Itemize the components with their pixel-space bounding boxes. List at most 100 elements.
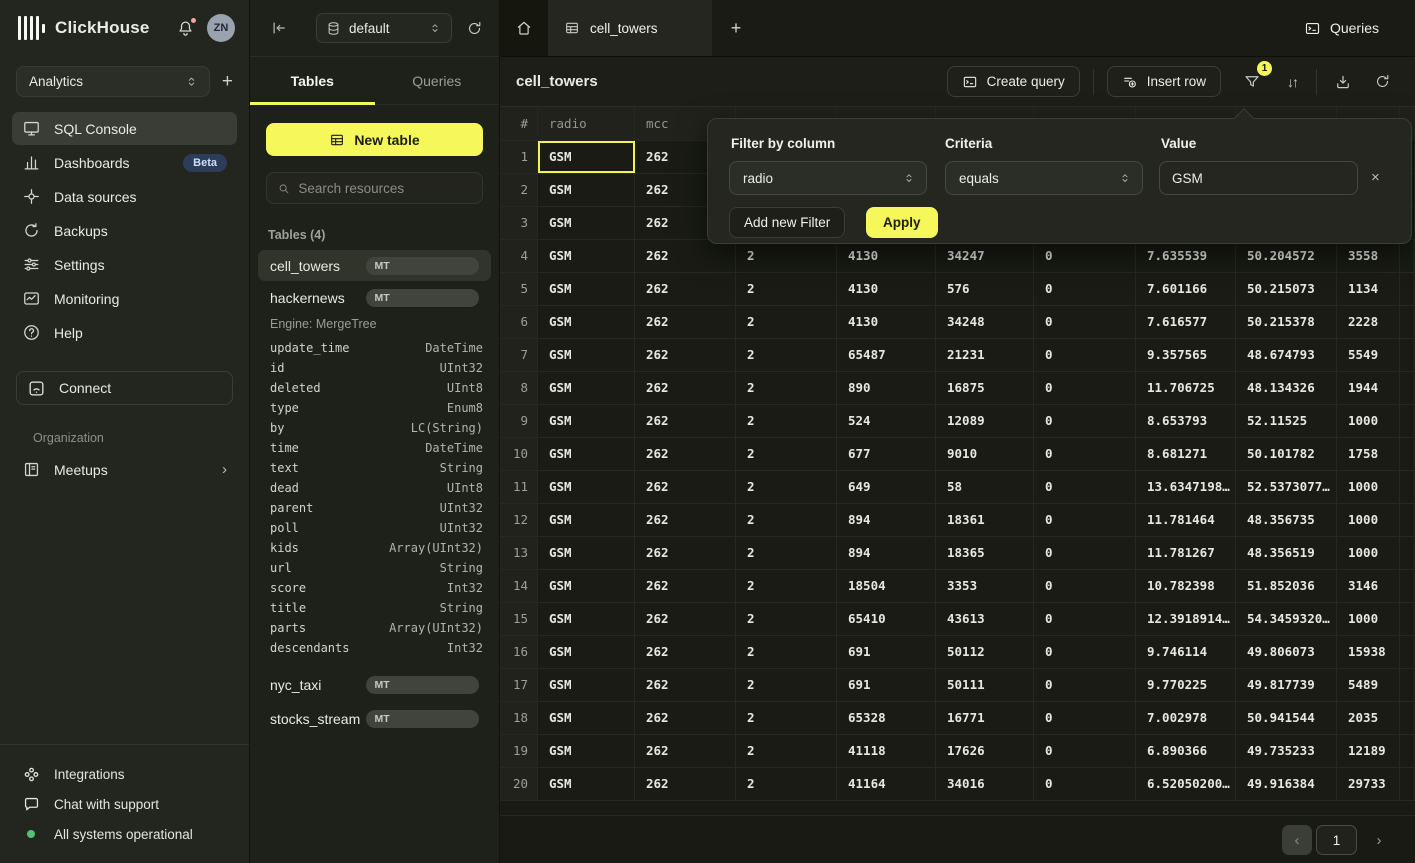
- grid-cell[interactable]: 677: [837, 438, 936, 470]
- grid-cell[interactable]: 2: [736, 306, 837, 338]
- grid-cell[interactable]: 58: [936, 471, 1034, 503]
- grid-cell[interactable]: 51.852036: [1236, 570, 1337, 602]
- grid-cell[interactable]: 43613: [936, 603, 1034, 635]
- grid-cell[interactable]: 12089: [936, 405, 1034, 437]
- tab-tables[interactable]: Tables: [250, 57, 375, 104]
- grid-cell[interactable]: 8.653793: [1136, 405, 1236, 437]
- grid-cell[interactable]: 12.3918914…: [1136, 603, 1236, 635]
- grid-cell[interactable]: 649: [837, 471, 936, 503]
- sidebar-item-help[interactable]: Help: [12, 316, 237, 349]
- grid-cell[interactable]: 18365: [936, 537, 1034, 569]
- pagination-page-button[interactable]: 1: [1316, 825, 1357, 855]
- grid-cell[interactable]: GSM: [538, 669, 635, 701]
- grid-cell[interactable]: 262: [635, 504, 736, 536]
- database-selector[interactable]: default: [316, 13, 452, 43]
- new-tab-button[interactable]: +: [712, 0, 760, 56]
- grid-cell[interactable]: 262: [635, 669, 736, 701]
- grid-cell[interactable]: 4130: [837, 273, 936, 305]
- grid-cell[interactable]: 1000: [1337, 504, 1400, 536]
- add-service-button[interactable]: +: [222, 72, 233, 91]
- sidebar-item-meetups[interactable]: Meetups ›: [12, 453, 237, 486]
- apply-filter-button[interactable]: Apply: [866, 207, 938, 238]
- filter-column-select[interactable]: radio: [729, 161, 927, 195]
- grid-cell[interactable]: GSM: [538, 141, 635, 173]
- system-status[interactable]: All systems operational: [12, 819, 237, 849]
- grid-cell[interactable]: 2: [736, 636, 837, 668]
- grid-cell[interactable]: 16875: [936, 372, 1034, 404]
- grid-cell[interactable]: 16771: [936, 702, 1034, 734]
- grid-cell[interactable]: [1400, 339, 1415, 371]
- grid-header-cell[interactable]: radio: [538, 107, 635, 140]
- grid-cell[interactable]: 11.781267: [1136, 537, 1236, 569]
- grid-cell[interactable]: 2228: [1337, 306, 1400, 338]
- grid-cell[interactable]: 2: [736, 240, 837, 272]
- grid-cell[interactable]: 12189: [1337, 735, 1400, 767]
- grid-cell[interactable]: [1400, 768, 1415, 800]
- grid-cell[interactable]: [1400, 669, 1415, 701]
- grid-cell[interactable]: 7.635539: [1136, 240, 1236, 272]
- grid-cell[interactable]: GSM: [538, 174, 635, 206]
- grid-cell[interactable]: 18361: [936, 504, 1034, 536]
- grid-cell[interactable]: GSM: [538, 240, 635, 272]
- pagination-next-button[interactable]: ›: [1367, 825, 1391, 855]
- grid-cell[interactable]: 41164: [837, 768, 936, 800]
- new-table-button[interactable]: New table: [266, 123, 483, 156]
- grid-cell[interactable]: 890: [837, 372, 936, 404]
- grid-cell[interactable]: 1000: [1337, 471, 1400, 503]
- grid-cell[interactable]: 9.357565: [1136, 339, 1236, 371]
- sidebar-item-data-sources[interactable]: Data sources: [12, 180, 237, 213]
- search-input[interactable]: [298, 181, 472, 196]
- grid-cell[interactable]: [1400, 702, 1415, 734]
- table-item-nyc-taxi[interactable]: nyc_taxi MT: [258, 669, 491, 700]
- grid-cell[interactable]: [1400, 537, 1415, 569]
- grid-cell[interactable]: 2: [736, 339, 837, 371]
- grid-cell[interactable]: [1400, 603, 1415, 635]
- grid-cell[interactable]: 691: [837, 669, 936, 701]
- remove-filter-icon[interactable]: ×: [1371, 169, 1380, 186]
- grid-cell[interactable]: [1400, 273, 1415, 305]
- grid-cell[interactable]: GSM: [538, 273, 635, 305]
- pagination-prev-button[interactable]: ‹: [1282, 825, 1312, 855]
- sidebar-item-dashboards[interactable]: Dashboards Beta: [12, 146, 237, 179]
- grid-cell[interactable]: 4130: [837, 306, 936, 338]
- sidebar-item-settings[interactable]: Settings: [12, 248, 237, 281]
- sidebar-item-integrations[interactable]: Integrations: [12, 759, 237, 789]
- grid-cell[interactable]: 262: [635, 438, 736, 470]
- grid-cell[interactable]: 52.11525: [1236, 405, 1337, 437]
- grid-cell[interactable]: 8.681271: [1136, 438, 1236, 470]
- grid-cell[interactable]: 13.6347198…: [1136, 471, 1236, 503]
- grid-cell[interactable]: 262: [635, 471, 736, 503]
- add-new-filter-button[interactable]: Add new Filter: [729, 207, 845, 238]
- grid-cell[interactable]: 6.52050200…: [1136, 768, 1236, 800]
- grid-cell[interactable]: 50.941544: [1236, 702, 1337, 734]
- grid-cell[interactable]: 2: [736, 504, 837, 536]
- grid-cell[interactable]: 34248: [936, 306, 1034, 338]
- grid-cell[interactable]: [1400, 570, 1415, 602]
- grid-cell[interactable]: 0: [1034, 438, 1136, 470]
- grid-cell[interactable]: 18504: [837, 570, 936, 602]
- sort-button[interactable]: ↓↑: [1281, 74, 1303, 90]
- grid-cell[interactable]: 2: [736, 537, 837, 569]
- sidebar-item-monitoring[interactable]: Monitoring: [12, 282, 237, 315]
- refresh-table-button[interactable]: [1370, 69, 1395, 94]
- grid-cell[interactable]: 52.5373077…: [1236, 471, 1337, 503]
- grid-cell[interactable]: 50112: [936, 636, 1034, 668]
- grid-cell[interactable]: GSM: [538, 702, 635, 734]
- grid-cell[interactable]: [1400, 636, 1415, 668]
- grid-cell[interactable]: 0: [1034, 240, 1136, 272]
- grid-cell[interactable]: 0: [1034, 471, 1136, 503]
- grid-cell[interactable]: GSM: [538, 405, 635, 437]
- grid-cell[interactable]: 0: [1034, 537, 1136, 569]
- download-button[interactable]: [1330, 69, 1356, 95]
- grid-cell[interactable]: 7.002978: [1136, 702, 1236, 734]
- grid-cell[interactable]: 2: [736, 603, 837, 635]
- grid-cell[interactable]: 48.356735: [1236, 504, 1337, 536]
- grid-cell[interactable]: 2: [736, 735, 837, 767]
- grid-cell[interactable]: 262: [635, 306, 736, 338]
- grid-cell[interactable]: 262: [635, 372, 736, 404]
- grid-cell[interactable]: 262: [635, 570, 736, 602]
- grid-cell[interactable]: 262: [635, 735, 736, 767]
- grid-cell[interactable]: 48.134326: [1236, 372, 1337, 404]
- collapse-sidebar-icon[interactable]: [270, 19, 288, 37]
- table-item-hackernews[interactable]: hackernews MT: [258, 282, 491, 313]
